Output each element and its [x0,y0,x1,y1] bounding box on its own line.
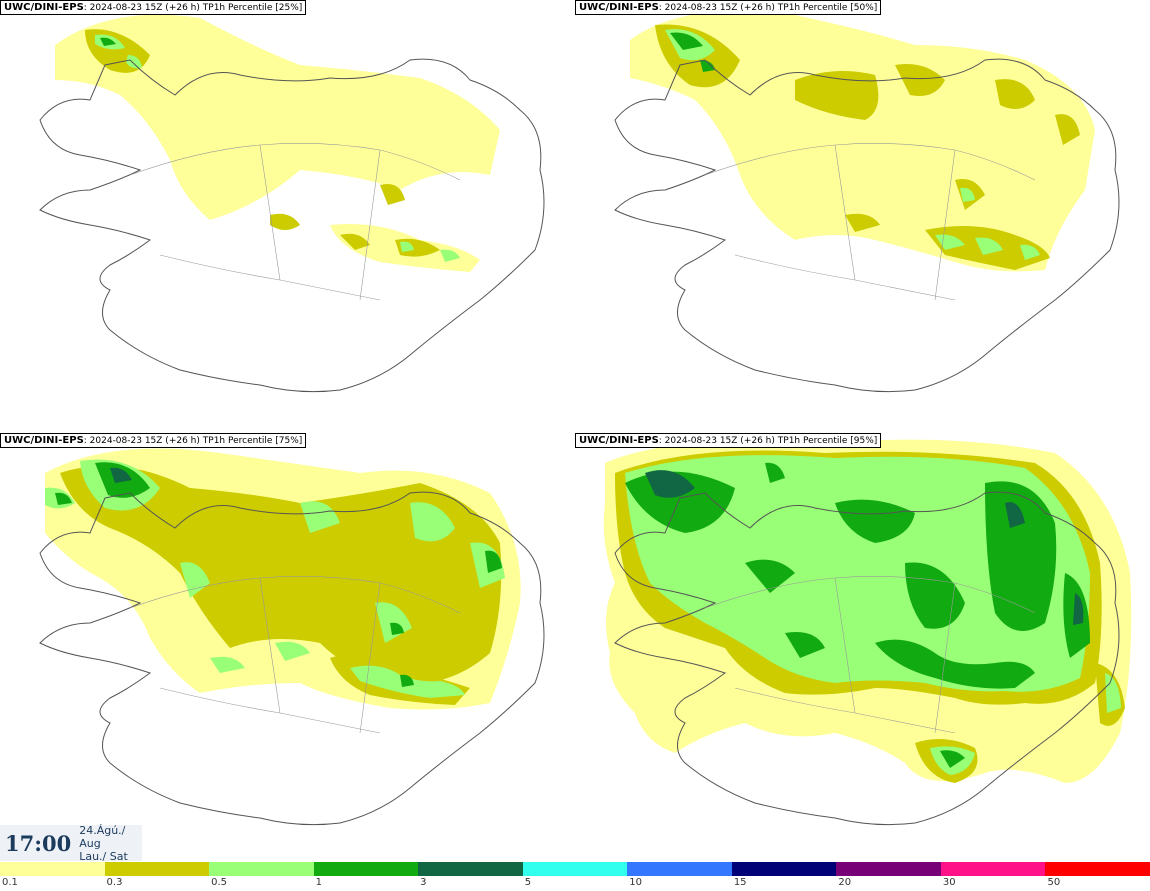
legend-swatch [1045,862,1150,876]
precip-layer [45,448,521,710]
valid-day-line: Lau./ Sat [79,849,128,863]
panel-title: UWC/DINI-EPS: 2024-08-23 15Z (+26 h) TP1… [575,433,882,448]
valid-time-box: 17:00 24.Ágú./ Aug Lau./ Sat [0,824,142,863]
legend-colorbar [0,862,1150,876]
legend-tick-label: 20 [838,877,852,888]
precip-layer [630,10,1095,272]
coastline [39,491,545,826]
legend-tick-label: 3 [420,877,427,888]
panel-title: UWC/DINI-EPS: 2024-08-23 15Z (+26 h) TP1… [0,0,307,15]
legend-swatch [418,862,523,876]
legend-tick-label: 0.1 [2,877,18,888]
legend-swatch [522,862,628,876]
precip-layer [603,439,1132,783]
roads [129,576,461,734]
legend-tick-label: 5 [524,877,532,888]
legend-tick-label: 10 [629,877,642,888]
coastline [614,491,1120,826]
roads [129,143,461,301]
iceland-map [603,439,1132,826]
legend-tick-label: 15 [733,877,747,888]
roads [704,576,1036,734]
map-panel-p75: UWC/DINI-EPS: 2024-08-23 15Z (+26 h) TP1… [0,433,575,866]
valid-time-clock: 17:00 [5,830,72,856]
legend-swatch [836,862,941,876]
map-panel-p95: UWC/DINI-EPS: 2024-08-23 15Z (+26 h) TP1… [575,433,1150,866]
legend-tick-label: 0.3 [106,877,123,888]
legend-tick-labels: 0.1 0.3 0.5 1 3 5 10 15 20 30 50 [0,876,1150,891]
valid-date-line: 24.Ágú./ Aug [79,823,126,850]
coastline [614,58,1120,393]
precip-layer [55,14,500,272]
iceland-map [39,14,545,393]
map-panel-p50: UWC/DINI-EPS: 2024-08-23 15Z (+26 h) TP1… [575,0,1150,433]
legend-tick-label: 0.5 [211,877,227,888]
coastline [39,58,545,393]
iceland-map [39,448,545,826]
panel-title: UWC/DINI-EPS: 2024-08-23 15Z (+26 h) TP1… [575,0,882,15]
legend-swatch [940,862,1046,876]
legend-swatch [0,862,105,876]
legend-swatch [104,862,210,876]
legend-tick-label: 30 [942,877,956,888]
legend-swatch [731,862,837,876]
legend-tick-label: 1 [315,877,322,888]
legend-tick-label: 50 [1047,877,1061,888]
valid-time-date: 24.Ágú./ Aug Lau./ Sat [79,824,142,863]
map-panel-p25: UWC/DINI-EPS: 2024-08-23 15Z (+26 h) TP1… [0,0,575,433]
legend-swatch [209,862,314,876]
legend-swatch [627,862,732,876]
iceland-map [614,10,1120,393]
roads [704,143,1036,301]
legend-swatch [313,862,419,876]
panel-title: UWC/DINI-EPS: 2024-08-23 15Z (+26 h) TP1… [0,433,307,448]
